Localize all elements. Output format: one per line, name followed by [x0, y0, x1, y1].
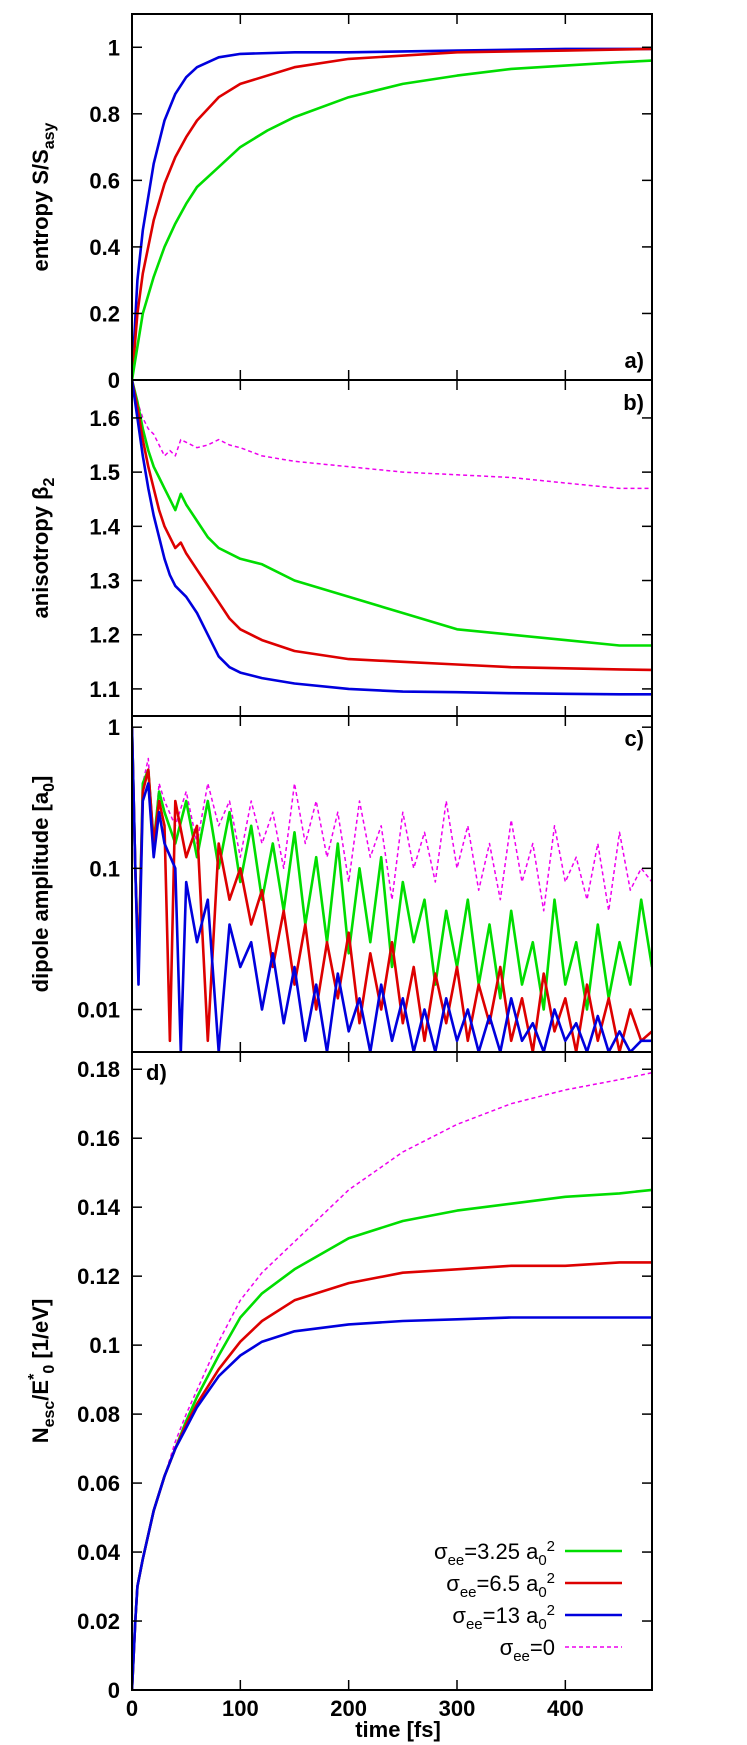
series-line-c-s65	[132, 727, 652, 1052]
series-line-c-s13	[132, 727, 652, 1052]
y-axis-label-a: entropy S/Sasy	[28, 122, 58, 271]
series-line-b-s65	[132, 380, 652, 672]
y-tick-label-d: 0.04	[77, 1540, 121, 1565]
y-axis-label-c: dipole amplitude [a0]	[28, 776, 58, 993]
legend-label-s325: σee=3.25 a02	[434, 1538, 555, 1569]
series-line-d-s13	[132, 1316, 652, 1690]
y-tick-label-d: 0.1	[89, 1333, 120, 1358]
series-line-a-s13	[132, 47, 652, 380]
y-tick-label-d: 0.12	[77, 1264, 120, 1289]
y-tick-label-d: 0.14	[77, 1195, 121, 1220]
y-tick-label-b: 1.1	[89, 677, 120, 702]
y-tick-label-a: 0.4	[89, 235, 120, 260]
x-axis-label: time [fs]	[355, 1717, 441, 1742]
y-tick-label-b: 1.2	[89, 623, 120, 648]
panel-label-a: a)	[624, 348, 644, 373]
y-tick-label-a: 1	[108, 35, 120, 60]
y-tick-label-a: 0.6	[89, 168, 120, 193]
x-tick-label: 0	[126, 1696, 138, 1721]
panel-label-b: b)	[623, 390, 644, 415]
y-tick-label-b: 1.6	[89, 406, 120, 431]
series-line-d-s65	[132, 1261, 652, 1690]
panel-b-frame	[131, 379, 653, 717]
y-tick-label-a: 0	[108, 368, 120, 393]
panel-b-series	[132, 380, 652, 696]
series-line-a-s65	[132, 47, 652, 380]
series-line-b-s0	[132, 380, 652, 490]
y-tick-label-a: 0.8	[89, 102, 120, 127]
y-tick-label-b: 1.3	[89, 569, 120, 594]
legend-label-s0: σee=0	[500, 1635, 555, 1665]
series-line-c-s325	[132, 727, 652, 1011]
series-line-d-s0	[132, 1071, 652, 1690]
series-line-b-s325	[132, 380, 652, 647]
x-tick-label: 200	[330, 1696, 367, 1721]
panel-a: 0 0.2 0.4 0.6 0.8 1 entropy S/Sasy a)	[28, 13, 653, 393]
legend-label-s13: σee=13 a02	[452, 1602, 555, 1633]
y-tick-label-d: 0.18	[77, 1057, 120, 1082]
x-tick-label: 400	[547, 1696, 584, 1721]
panel-a-frame	[131, 13, 653, 381]
y-tick-label-b: 1.4	[89, 514, 120, 539]
y-tick-label-d: 0.02	[77, 1609, 120, 1634]
y-tick-label-a: 0.2	[89, 301, 120, 326]
panel-a-series	[132, 47, 652, 380]
series-line-b-s13	[132, 380, 652, 696]
y-axis-label-d: Nesc/E*0 [1/eV]	[26, 1299, 58, 1444]
y-tick-label-c: 0.1	[89, 856, 120, 881]
y-tick-label-c: 1	[108, 715, 120, 740]
y-tick-label-d: 0.16	[77, 1126, 120, 1151]
y-tick-label-d: 0.06	[77, 1471, 120, 1496]
series-line-c-s0	[132, 727, 652, 968]
x-tick-label: 100	[222, 1696, 259, 1721]
panel-b: 1.1 1.2 1.3 1.4 1.5 1.6 anisotropy β2 b)	[28, 379, 653, 717]
x-tick-label: 300	[439, 1696, 476, 1721]
series-line-a-s325	[132, 59, 652, 380]
panel-label-d: d)	[146, 1060, 167, 1085]
legend-label-s65: σee=6.5 a02	[446, 1570, 555, 1601]
panel-label-c: c)	[624, 726, 644, 751]
panel-d-series	[132, 1071, 652, 1690]
y-axis-label-b: anisotropy β2	[28, 477, 58, 618]
y-tick-label-c: 0.01	[77, 998, 120, 1023]
panel-d-frame	[131, 1051, 653, 1691]
panel-c-series	[132, 727, 652, 1052]
panel-d: 0 0.02 0.04 0.06 0.08 0.1 0.12 0.14 0.16 0.18 Nesc…	[26, 1051, 653, 1703]
panel-c: 0.01 0.1 1 dipole amplitude [a0] c)	[28, 715, 653, 1053]
y-tick-label-d: 0	[108, 1678, 120, 1703]
y-tick-label-b: 1.5	[89, 460, 120, 485]
y-tick-label-d: 0.08	[77, 1402, 120, 1427]
